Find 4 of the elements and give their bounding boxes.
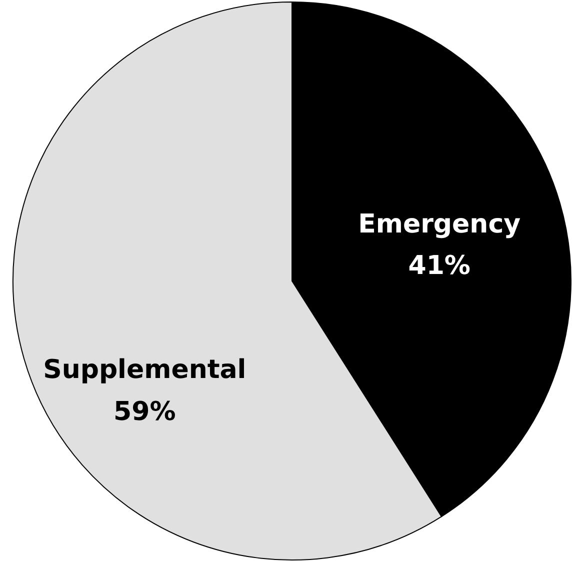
slice-label: Emergency xyxy=(358,210,521,240)
data-label: 59% xyxy=(114,396,176,427)
data-label: 41% xyxy=(408,251,470,282)
slice-label: Supplemental xyxy=(43,355,246,386)
